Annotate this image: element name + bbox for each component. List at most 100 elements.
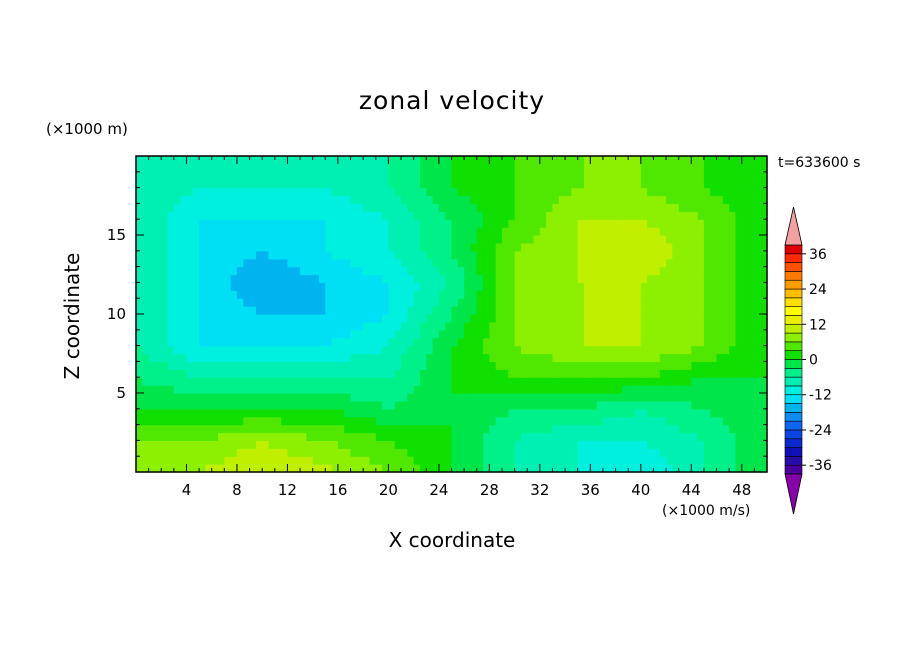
field-cell: [419, 377, 427, 386]
field-cell: [470, 203, 478, 212]
field-cell: [350, 408, 358, 418]
field-cell: [748, 448, 755, 457]
field-cell: [192, 353, 200, 362]
field-cell: [672, 211, 680, 220]
field-cell: [691, 432, 699, 441]
field-cell: [325, 195, 333, 204]
field-cell: [546, 337, 554, 347]
field-cell: [659, 408, 667, 418]
field-cell: [199, 314, 207, 323]
field-cell: [192, 203, 200, 212]
field-cell: [249, 274, 257, 283]
field-cell: [495, 156, 503, 165]
field-cell: [640, 306, 648, 315]
field-cell: [735, 400, 743, 410]
field-cell: [483, 353, 490, 362]
field-cell: [602, 298, 610, 307]
field-cell: [388, 400, 396, 410]
field-cell: [754, 250, 762, 260]
field-cell: [571, 393, 579, 402]
field-cell: [236, 187, 244, 197]
field-cell: [457, 345, 465, 355]
field-cell: [508, 321, 516, 331]
field-cell: [464, 298, 472, 307]
field-cell: [224, 195, 232, 204]
field-cell: [161, 250, 169, 260]
field-cell: [697, 329, 705, 339]
field-cell: [407, 258, 415, 268]
field-cell: [678, 440, 686, 449]
field-cell: [735, 250, 743, 260]
field-cell: [218, 314, 225, 323]
field-cell: [255, 219, 263, 228]
field-cell: [596, 377, 604, 386]
field-cell: [426, 203, 434, 212]
field-cell: [300, 156, 307, 165]
field-cell: [268, 369, 276, 378]
field-cell: [495, 424, 503, 434]
field-cell: [369, 448, 377, 457]
field-cell: [716, 424, 724, 434]
field-cell: [337, 235, 345, 244]
field-cell: [457, 227, 465, 236]
field-cell: [438, 385, 446, 394]
field-cell: [546, 179, 554, 189]
y-tick-label: 5: [116, 384, 126, 402]
field-cell: [666, 361, 673, 370]
field-cell: [653, 385, 661, 394]
field-cell: [218, 211, 225, 220]
field-cell: [634, 274, 642, 283]
field-cell: [489, 385, 497, 394]
field-cell: [350, 227, 358, 236]
field-cell: [710, 163, 718, 173]
field-cell: [546, 187, 554, 197]
field-cell: [312, 156, 320, 165]
field-cell: [653, 156, 661, 165]
field-cell: [142, 345, 150, 355]
field-cell: [533, 179, 541, 189]
field-cell: [394, 464, 402, 473]
field-cell: [337, 187, 345, 197]
field-cell: [590, 369, 598, 378]
field-cell: [382, 329, 389, 339]
field-cell: [684, 377, 692, 386]
field-cell: [754, 416, 762, 426]
field-cell: [634, 235, 642, 244]
field-cell: [274, 306, 282, 315]
field-cell: [388, 203, 396, 212]
field-cell: [306, 337, 314, 347]
field-cell: [653, 369, 661, 378]
field-cell: [363, 171, 371, 181]
field-cell: [161, 282, 169, 291]
field-cell: [565, 416, 572, 426]
field-cell: [142, 306, 150, 315]
field-cell: [432, 195, 440, 204]
y-tick-label: 10: [107, 305, 126, 323]
field-cell: [262, 400, 270, 410]
field-cell: [729, 393, 737, 402]
field-cell: [735, 266, 743, 276]
field-cell: [735, 306, 743, 315]
field-cell: [142, 464, 150, 473]
field-cell: [293, 345, 301, 355]
field-cell: [628, 290, 636, 299]
field-cell: [457, 329, 465, 339]
field-cell: [748, 282, 755, 291]
field-cell: [173, 282, 181, 291]
field-cell: [375, 171, 383, 181]
field-cell: [533, 258, 541, 268]
field-cell: [691, 235, 699, 244]
field-cell: [527, 345, 535, 355]
field-cell: [306, 369, 314, 378]
field-cell: [464, 408, 472, 418]
field-cell: [401, 211, 408, 220]
field-cell: [741, 456, 749, 465]
field-cell: [281, 211, 289, 220]
field-cell: [735, 274, 743, 283]
field-cell: [205, 203, 213, 212]
field-cell: [136, 329, 143, 339]
field-cell: [716, 266, 724, 276]
field-cell: [464, 361, 472, 370]
field-cell: [533, 353, 541, 362]
field-cell: [722, 456, 730, 465]
